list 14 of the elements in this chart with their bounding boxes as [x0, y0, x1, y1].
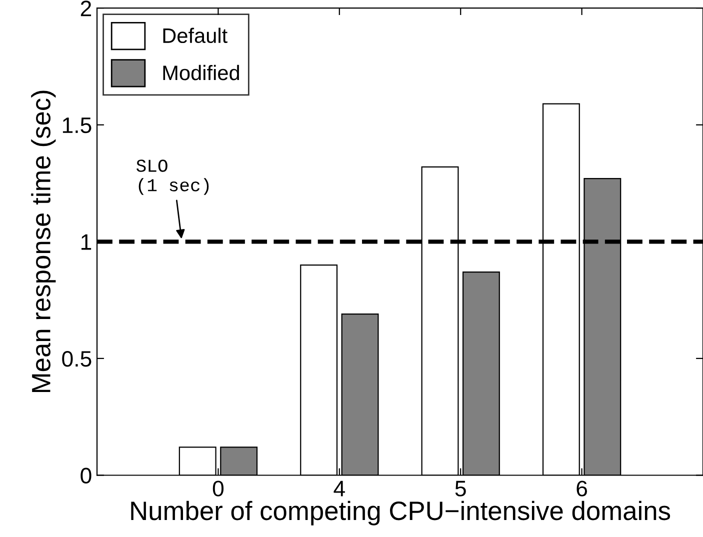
x-axis-title: Number of competing CPU−intensive domains: [131, 500, 670, 526]
y-tick-label: 0.5: [62, 350, 92, 367]
y-axis-title: Mean response time (sec): [31, 90, 56, 392]
x-tick-label: 4: [334, 480, 345, 496]
x-tick-label: 5: [455, 480, 466, 496]
legend-label: Modified: [163, 64, 239, 80]
y-tick-label: 1.5: [62, 118, 92, 134]
x-tick-label: 6: [576, 480, 588, 496]
ref-line-label: SLO (1 sec): [136, 160, 209, 195]
legend-label: Default: [163, 28, 228, 44]
x-tick-label: 0: [212, 480, 224, 496]
y-tick-label: 2: [80, 0, 92, 16]
y-tick-label: 0: [80, 468, 92, 484]
y-tick-label: 1: [81, 234, 92, 250]
